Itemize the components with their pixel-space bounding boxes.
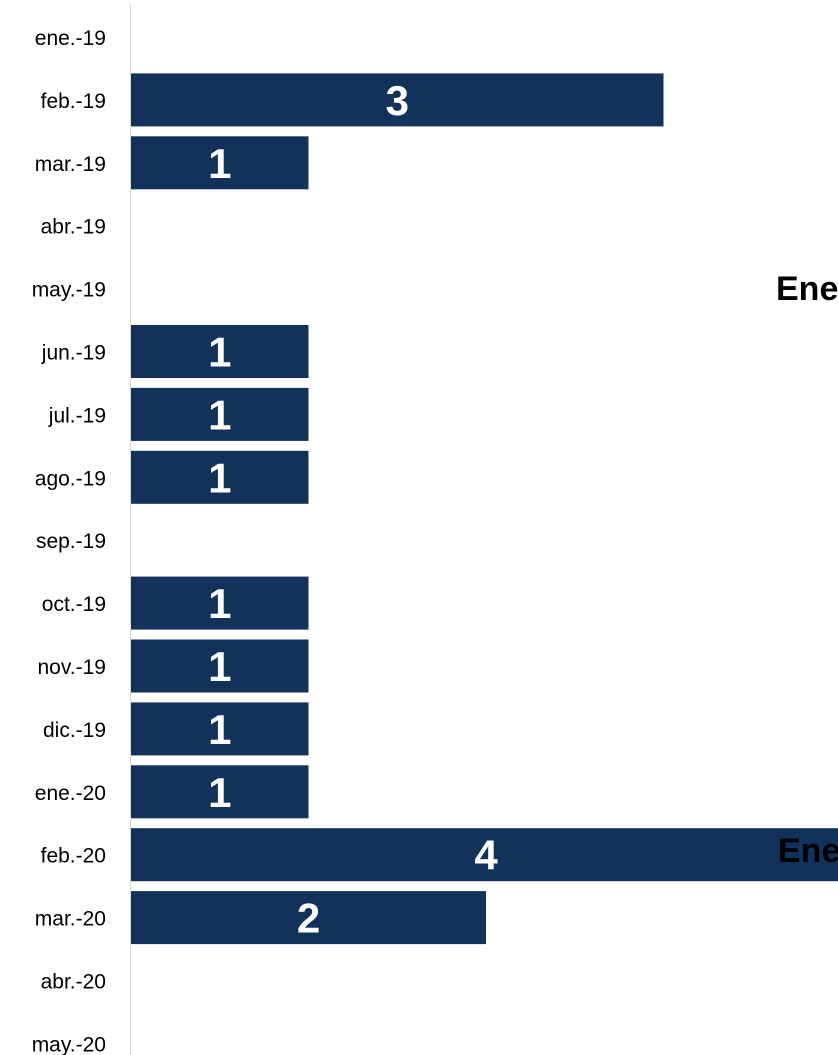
bar: [131, 702, 309, 756]
bar: [131, 576, 309, 630]
bar: [131, 450, 309, 504]
annotation-2: Ene: [778, 832, 838, 870]
bar-value-label: 1: [208, 454, 231, 501]
bar: [131, 828, 838, 882]
bars: [131, 73, 838, 945]
category-label: sep.-19: [36, 530, 106, 553]
bar: [131, 765, 309, 819]
category-label: mar.-19: [35, 153, 106, 176]
annotation-1: Ene: [776, 270, 838, 308]
bar: [131, 325, 309, 378]
bar-value-label: 1: [208, 769, 231, 816]
category-label: abr.-19: [41, 216, 106, 239]
category-label: feb.-20: [41, 845, 106, 868]
bar-value-label: 1: [208, 391, 231, 438]
bar-value-label: 1: [208, 580, 231, 627]
category-label: jun.-19: [41, 342, 106, 365]
category-label: dic.-19: [43, 719, 106, 742]
bar-value-label: 1: [208, 140, 231, 187]
bar: [131, 387, 309, 441]
bar-value-label: 1: [208, 329, 231, 376]
category-label: may.-20: [32, 1033, 106, 1055]
bar-value-label: 3: [386, 77, 409, 124]
bar-value-label: 1: [208, 706, 231, 753]
category-label: ene.-20: [35, 782, 106, 805]
category-label: ene.-19: [35, 27, 106, 50]
category-label: abr.-20: [41, 971, 106, 994]
category-label: mar.-20: [35, 908, 106, 931]
bar-value-labels: 3 1 1 1 1 1 1 1 1 4 2: [208, 77, 498, 942]
bar: [131, 891, 486, 945]
bar: [131, 73, 664, 127]
category-label: feb.-19: [41, 90, 106, 113]
category-label: nov.-19: [38, 656, 107, 679]
category-label: jul.-19: [48, 404, 106, 427]
category-label: may.-19: [32, 279, 106, 302]
bar-value-label: 4: [474, 832, 498, 879]
bar: [131, 136, 309, 190]
category-labels: ene.-19 feb.-19 mar.-19 abr.-19 may.-19 jun.-…: [32, 27, 106, 1055]
bar: [131, 639, 309, 693]
bar-value-label: 2: [297, 895, 320, 942]
bar-value-label: 1: [208, 643, 231, 690]
category-label: ago.-19: [35, 467, 106, 490]
category-label: oct.-19: [42, 593, 106, 616]
